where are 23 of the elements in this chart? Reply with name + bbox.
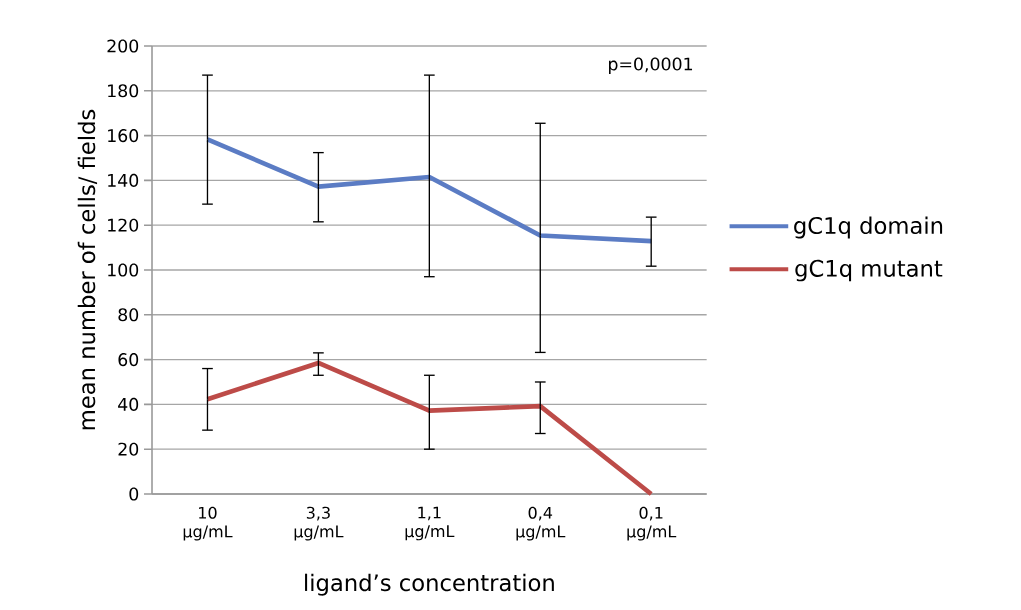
- x-tick-label: 3,3 µg/mL: [294, 506, 344, 541]
- y-tick-label: 80: [118, 308, 139, 322]
- legend-label: gC1q domain: [794, 216, 943, 239]
- line-series: [205, 360, 654, 497]
- x-tick-label: 1,1 µg/mL: [405, 506, 455, 541]
- y-tick-label: 180: [108, 84, 139, 98]
- y-tick-label: 140: [108, 173, 139, 187]
- y-tick-label: 160: [108, 129, 139, 143]
- y-tick-label: 0: [129, 487, 139, 501]
- annotation: p=0,0001: [609, 57, 693, 74]
- x-tick-label: 10 µg/mL: [183, 506, 233, 541]
- y-axis-title: mean number of cells/ fields: [77, 109, 98, 430]
- y-tick-label: 20: [118, 442, 139, 456]
- x-tick-label: 0,4 µg/mL: [516, 506, 566, 541]
- y-tick-label: 40: [118, 397, 139, 411]
- legend-label: gC1q mutant: [795, 259, 943, 282]
- line-series: [205, 137, 654, 244]
- y-tick-label: 120: [108, 218, 139, 232]
- x-tick-label: 0,1 µg/mL: [627, 506, 677, 541]
- x-axis-title: ligand’s concentration: [305, 573, 554, 596]
- y-tick-label: 200: [107, 39, 139, 53]
- y-tick-label: 100: [108, 263, 139, 277]
- y-tick-label: 60: [118, 353, 139, 367]
